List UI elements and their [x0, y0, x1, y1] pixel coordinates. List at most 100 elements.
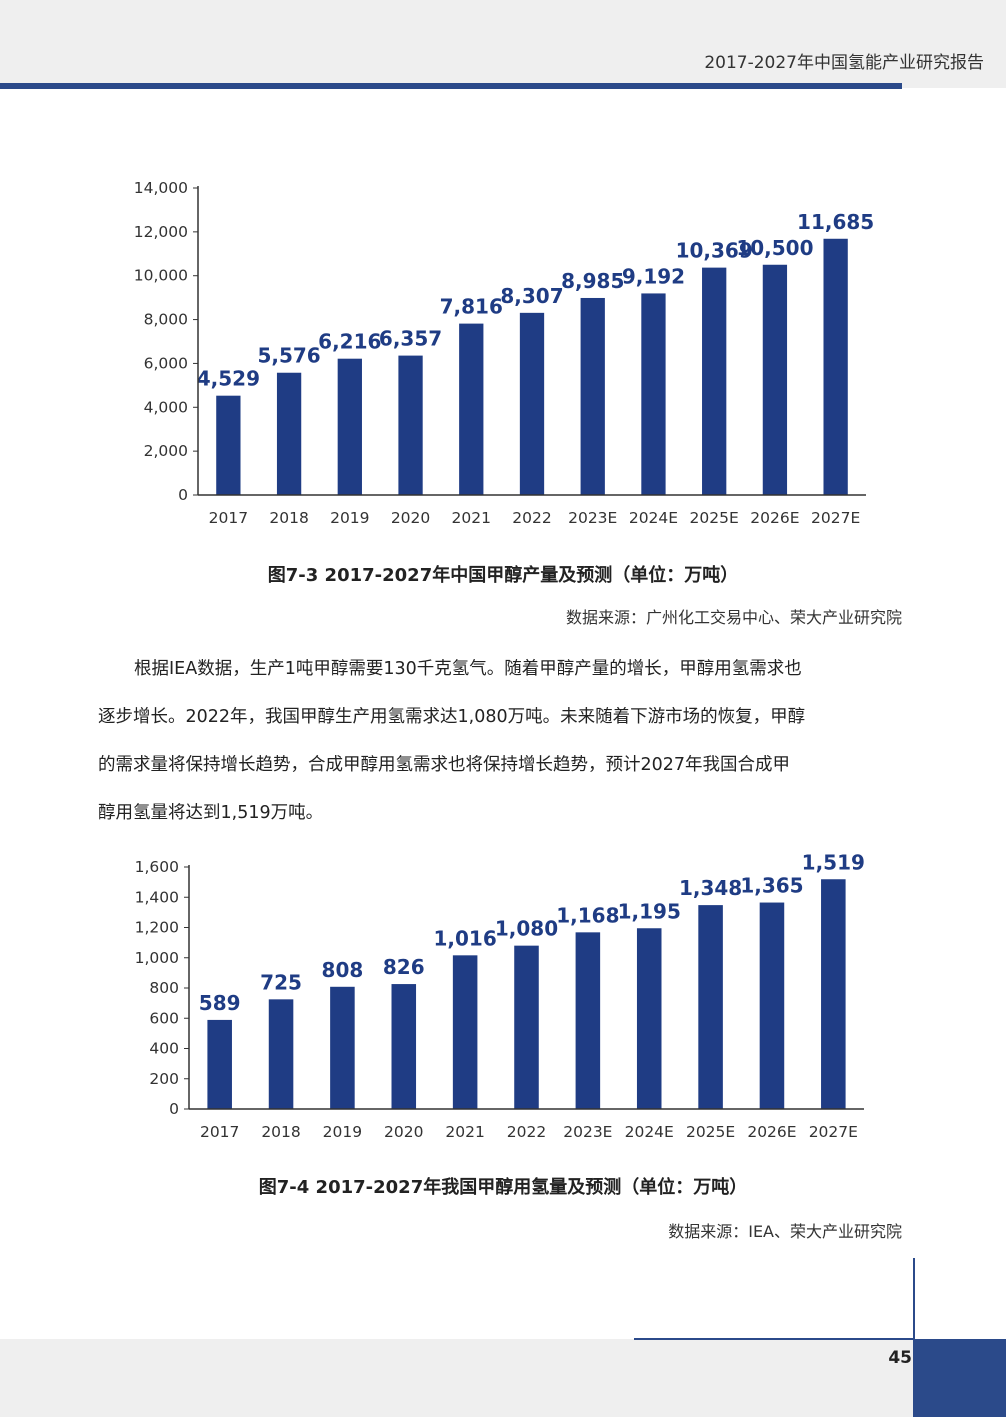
methanol-production-chart-svg: 0 2,000 4,000 6,000 8,000 10,000 12,000 14,000 4…: [134, 179, 874, 527]
bar: [636, 928, 662, 1109]
data-label: 1,168: [556, 903, 619, 927]
body-line: 醇用氢量将达到1,519万吨。: [98, 803, 324, 823]
x-tick-label: 2020: [391, 509, 430, 527]
x-tick-label: 2022: [512, 509, 551, 527]
bar: [519, 312, 545, 495]
body-paragraph: 根据IEA数据，生产1吨甲醇需要130千克氢气。随着甲醇产量的增长，甲醇用氢需求…: [98, 645, 904, 837]
bar: [452, 955, 478, 1109]
bar: [216, 395, 241, 495]
data-label: 1,080: [495, 917, 558, 941]
y-tick-label: 400: [149, 1040, 179, 1058]
data-label: 10,500: [736, 236, 813, 260]
data-label: 725: [260, 970, 302, 994]
bar: [391, 984, 417, 1109]
body-line: 的需求量将保持增长趋势，合成甲醇用氢需求也将保持增长趋势，预计2027年我国合成…: [98, 755, 791, 775]
chart-source: 数据来源：广州化工交易中心、荣大产业研究院: [565, 608, 902, 627]
x-tick-label: 2023E: [568, 509, 617, 527]
x-tick-label: 2027E: [809, 1123, 858, 1141]
data-label: 826: [383, 955, 425, 979]
data-label: 1,195: [618, 899, 681, 923]
data-label: 1,016: [434, 926, 497, 950]
data-label: 7,816: [440, 295, 503, 319]
x-tick-label: 2024E: [625, 1123, 674, 1141]
x-tick-label: 2019: [330, 509, 369, 527]
data-label: 8,307: [500, 284, 563, 308]
bar: [702, 267, 727, 495]
data-label: 1,365: [740, 874, 803, 898]
y-tick-label: 1,200: [135, 919, 179, 937]
chart-source: 数据来源：IEA、荣大产业研究院: [668, 1222, 902, 1241]
y-tick-label: 2,000: [144, 442, 188, 460]
y-tick-label: 0: [169, 1100, 179, 1118]
bar: [459, 323, 484, 495]
data-label: 9,192: [622, 264, 685, 288]
data-label: 6,216: [318, 330, 381, 354]
x-tick-label: 2017: [200, 1123, 239, 1141]
x-tick-label: 2018: [261, 1123, 300, 1141]
x-tick-label: 2021: [445, 1123, 484, 1141]
x-tick-label: 2022: [507, 1123, 546, 1141]
data-label: 1,519: [802, 850, 865, 874]
data-label: 5,576: [257, 344, 320, 368]
methanol-hydrogen-chart-svg: 0 200 400 600 800 1,000 1,200 1,400 1,600 589 2017…: [135, 850, 865, 1141]
bar: [762, 264, 788, 495]
x-tick-label: 2024E: [629, 509, 678, 527]
y-tick-label: 200: [149, 1070, 179, 1088]
bar: [580, 297, 605, 495]
x-tick-label: 2018: [269, 509, 308, 527]
header-band: [0, 0, 1006, 88]
x-tick-label: 2021: [452, 509, 491, 527]
data-label: 1,348: [679, 876, 742, 900]
data-label: 6,357: [379, 327, 442, 351]
y-tick-label: 1,600: [135, 858, 179, 876]
y-tick-label: 12,000: [134, 223, 188, 241]
y-tick-label: 10,000: [134, 267, 188, 285]
bar: [641, 293, 666, 495]
chart-caption: 图7-4 2017-2027年我国甲醇用氢量及预测（单位：万吨）: [258, 1177, 748, 1198]
data-label: 808: [322, 958, 364, 982]
body-line: 根据IEA数据，生产1吨甲醇需要130千克氢气。随着甲醇产量的增长，甲醇用氢需求…: [134, 659, 802, 679]
data-label: 10,369: [676, 239, 753, 263]
data-label: 8,985: [561, 269, 624, 293]
y-tick-label: 1,000: [135, 949, 179, 967]
bar: [575, 932, 601, 1109]
page-number: 45: [888, 1348, 912, 1368]
x-tick-label: 2025E: [686, 1123, 735, 1141]
y-tick-label: 8,000: [144, 311, 188, 329]
bar: [268, 999, 294, 1109]
report-title: 2017-2027年中国氢能产业研究报告: [704, 53, 984, 73]
bar: [759, 902, 785, 1109]
x-tick-label: 2027E: [811, 509, 860, 527]
bar: [276, 372, 302, 495]
y-tick-label: 800: [149, 979, 179, 997]
bar: [398, 355, 423, 495]
bar: [698, 905, 723, 1109]
chart-caption: 图7-3 2017-2027年中国甲醇产量及预测（单位：万吨）: [267, 565, 739, 586]
bar: [821, 879, 846, 1109]
data-label: 11,685: [797, 210, 874, 234]
bar: [330, 986, 355, 1109]
footer-rule: [634, 1338, 914, 1340]
footer-block: [913, 1339, 1006, 1417]
x-tick-label: 2017: [209, 509, 248, 527]
bar: [823, 238, 848, 495]
y-tick-label: 6,000: [144, 354, 188, 372]
bar: [337, 358, 362, 495]
footer-band: [0, 1339, 1006, 1417]
y-tick-label: 0: [178, 486, 188, 504]
x-tick-label: 2023E: [563, 1123, 612, 1141]
x-tick-label: 2020: [384, 1123, 423, 1141]
bar: [514, 945, 539, 1109]
footer-vertical-rule: [913, 1258, 915, 1340]
x-tick-label: 2019: [323, 1123, 362, 1141]
data-label: 4,529: [197, 367, 260, 391]
bar: [207, 1019, 232, 1109]
x-tick-label: 2025E: [690, 509, 739, 527]
body-line: 逐步增长。2022年，我国甲醇生产用氢需求达1,080万吨。未来随着下游市场的恢…: [98, 707, 806, 727]
data-label: 589: [199, 991, 241, 1015]
x-tick-label: 2026E: [750, 509, 799, 527]
methanol-hydrogen-chart: 0 200 400 600 800 1,000 1,200 1,400 1,600 589 2017…: [0, 850, 1006, 1150]
y-tick-label: 14,000: [134, 179, 188, 197]
x-tick-label: 2026E: [747, 1123, 796, 1141]
y-tick-label: 600: [149, 1009, 179, 1027]
